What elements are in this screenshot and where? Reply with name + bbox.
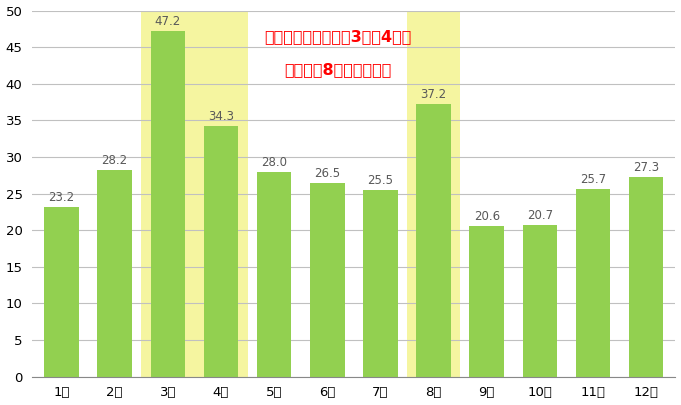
Text: 28.2: 28.2	[101, 154, 128, 167]
Text: 23.2: 23.2	[48, 191, 75, 204]
Text: 28.0: 28.0	[261, 156, 287, 169]
Text: 47.2: 47.2	[155, 15, 181, 28]
Bar	[575, 188, 610, 377]
Bar	[469, 226, 504, 377]
Bar	[44, 207, 79, 377]
Bar	[151, 31, 185, 377]
Text: 37.2: 37.2	[421, 88, 447, 101]
Text: 26.5: 26.5	[314, 167, 340, 180]
Text: 夏休みの8月がピーク！: 夏休みの8月がピーク！	[284, 62, 392, 77]
Bar	[97, 170, 132, 377]
Bar	[416, 104, 451, 377]
Bar	[257, 172, 291, 377]
Text: 20.6: 20.6	[474, 210, 500, 223]
Text: 34.3: 34.3	[208, 110, 234, 123]
Bar	[522, 225, 557, 377]
Bar	[363, 190, 398, 377]
Text: 27.3: 27.3	[633, 161, 659, 174]
Bar	[407, 11, 460, 377]
Bar	[629, 177, 663, 377]
Text: 25.7: 25.7	[580, 173, 606, 185]
Text: 25.5: 25.5	[368, 174, 394, 187]
Bar	[141, 11, 248, 377]
Bar	[204, 126, 238, 377]
Bar	[310, 183, 345, 377]
Text: 20.7: 20.7	[527, 209, 553, 222]
Text: 春キャンシーズンの3月・4月と: 春キャンシーズンの3月・4月と	[264, 29, 411, 44]
